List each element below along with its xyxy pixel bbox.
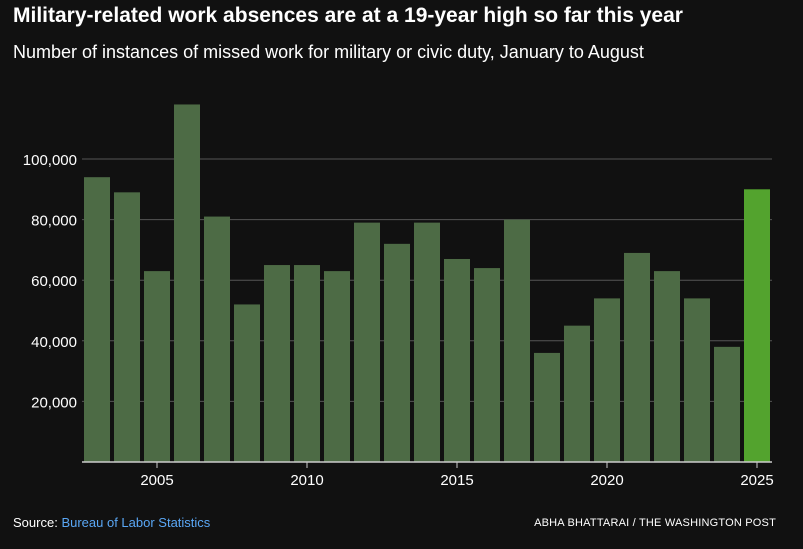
bar (84, 177, 110, 462)
chart-subtitle: Number of instances of missed work for m… (13, 42, 644, 62)
x-tick-label: 2010 (290, 472, 323, 489)
bar (564, 325, 590, 462)
chart-title: Military-related work absences are at a … (13, 4, 683, 27)
bar (294, 265, 320, 462)
bar (474, 268, 500, 462)
source-prefix: Source: (13, 515, 58, 530)
source-link[interactable]: Bureau of Labor Statistics (61, 515, 211, 530)
y-tick-label: 60,000 (31, 273, 77, 290)
bar (414, 222, 440, 462)
bar (624, 252, 650, 462)
x-tick-label: 2015 (440, 472, 473, 489)
bar (744, 189, 770, 463)
bar (144, 271, 170, 462)
bar (264, 265, 290, 462)
bar (654, 271, 680, 462)
bar (444, 258, 470, 462)
bar (114, 192, 140, 462)
x-tick-label: 2005 (140, 472, 173, 489)
y-tick-label: 40,000 (31, 334, 77, 351)
y-tick-label: 20,000 (31, 394, 77, 411)
bar (324, 271, 350, 462)
bar (354, 222, 380, 462)
bar (594, 298, 620, 462)
bar (714, 346, 740, 462)
source-note: Source: Bureau of Labor Statistics (13, 515, 210, 530)
bar (534, 352, 560, 462)
y-tick-label: 100,000 (23, 152, 77, 169)
bar (384, 243, 410, 462)
x-tick-label: 2020 (590, 472, 623, 489)
bar (234, 304, 260, 462)
y-tick-label: 80,000 (31, 213, 77, 230)
byline-credit: ABHA BHATTARAI / THE WASHINGTON POST (534, 517, 776, 529)
x-tick-label: 2025 (740, 472, 773, 489)
bar (504, 219, 530, 462)
bar (684, 298, 710, 462)
bar (204, 216, 230, 462)
bar (174, 104, 200, 463)
